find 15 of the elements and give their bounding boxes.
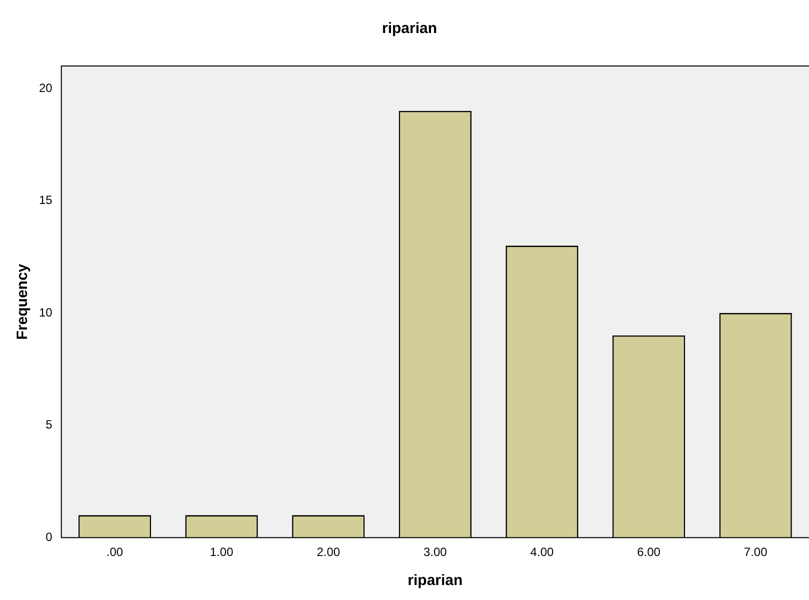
x-tick-label: .00 xyxy=(106,545,124,560)
y-tick-label: 10 xyxy=(38,305,53,320)
y-axis-title: Frequency xyxy=(14,263,32,340)
x-tick-label: 2.00 xyxy=(316,545,340,560)
y-tick-label: 20 xyxy=(38,80,53,95)
x-tick-label: 3.00 xyxy=(423,545,448,560)
x-tick-label: 1.00 xyxy=(210,545,234,560)
x-tick-label: 4.00 xyxy=(530,545,554,560)
x-axis-title: riparian xyxy=(408,572,463,590)
y-tick-label: 15 xyxy=(38,193,53,208)
y-tick-label: 0 xyxy=(46,530,53,544)
x-tick-label: 7.00 xyxy=(744,545,768,560)
y-tick-label: 5 xyxy=(46,418,53,432)
x-tick-label: 6.00 xyxy=(637,545,661,560)
chart-title: riparian xyxy=(382,20,438,38)
